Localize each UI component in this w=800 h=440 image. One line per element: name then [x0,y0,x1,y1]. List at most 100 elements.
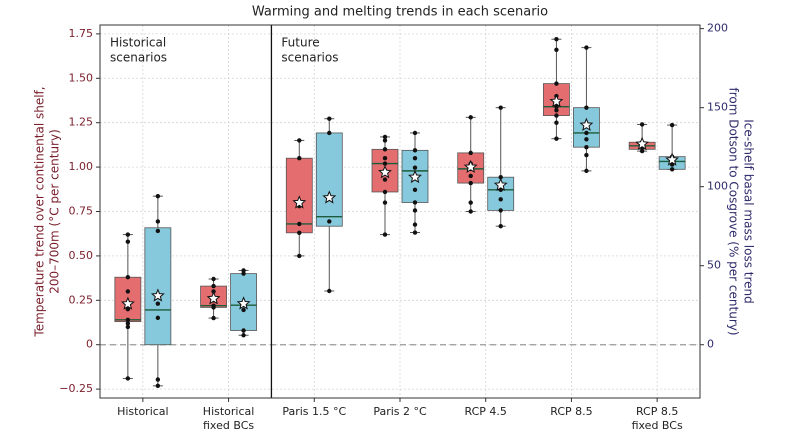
point [241,328,246,333]
y2-tick-label: 100 [707,180,728,193]
point [584,137,589,142]
plot-frame [99,24,701,399]
mean [206,291,221,305]
y2-tick-label: 150 [707,101,728,114]
point [412,187,418,193]
point [382,156,388,161]
point [241,271,246,276]
point [412,148,418,153]
point [382,200,388,205]
point [554,120,559,125]
point [584,144,589,150]
point [554,47,559,53]
point [498,197,503,202]
y2-tick-label: 200 [707,22,728,35]
y2-tick-label: 50 [707,259,721,272]
point [155,383,161,389]
point [297,221,302,227]
point [297,138,302,143]
point [412,222,418,227]
x-tick-label: Historical [117,405,169,418]
chart-title: Warming and melting trends in each scena… [252,5,548,20]
point [241,333,246,338]
point [327,288,332,294]
point [125,324,131,330]
point [211,315,216,321]
point [382,147,388,152]
point [468,200,473,205]
point [297,230,302,236]
y-axis-label-line: Temperature trend over continental shelf… [33,86,47,337]
mean [150,288,165,302]
point [468,209,473,214]
point [382,177,388,182]
mean [493,177,508,192]
mean [408,169,422,184]
point [125,376,131,381]
point [554,136,559,141]
point [584,105,589,110]
point [327,116,332,121]
y-tick-label: 0.50 [69,249,94,262]
point [211,303,216,308]
point [125,306,131,312]
point [639,122,645,127]
point [327,219,332,224]
point [498,208,503,213]
mean [120,296,135,310]
box [315,132,343,227]
point [412,200,418,205]
point [468,173,473,179]
y-tick-label: 1.75 [69,27,94,40]
point [125,289,131,294]
y-tick-label: 1.50 [69,71,94,84]
point [554,104,559,109]
point [297,156,302,161]
point [155,315,161,321]
x-tick-label: Historical [203,405,255,418]
y2-axis-label-line: Ice-shelf basal mass loss trend [742,119,756,304]
point [584,130,589,136]
x-tick-label: RCP 8.5 [550,405,592,418]
point [327,130,332,136]
y-tick-label: 0.75 [69,205,94,218]
point [554,113,559,118]
y-tick-label: 1.00 [69,160,94,173]
point [498,105,503,110]
point [468,115,473,120]
mean [665,152,680,166]
point [382,138,388,143]
point [155,219,161,224]
annotation: scenarios [110,51,167,65]
annotation: Future [281,36,319,50]
point [412,230,418,235]
point [498,175,503,180]
point [554,108,559,113]
point [669,122,675,128]
point [155,193,161,199]
y2-tick-label: 0 [707,338,714,351]
point [669,167,675,172]
y-tick-label: 0.25 [69,293,94,306]
y-tick-label: −0.25 [59,382,93,395]
y-axis-label: Temperature trend over continental shelf… [33,86,62,337]
y-axis-label-line: 200–700m (°C per century) [48,129,62,294]
point [584,45,589,50]
point [468,180,473,186]
annotation: Historical [110,36,166,50]
point [125,321,131,326]
point [412,165,418,170]
mean [463,159,478,173]
mean [579,117,594,131]
point [297,253,302,259]
box [144,227,172,346]
point [468,150,473,156]
annotation: scenarios [281,51,338,65]
point [382,134,388,140]
x-tick-label: fixed BCs [632,419,683,432]
point [125,239,131,244]
point [382,161,388,166]
y-tick-label: 0 [86,338,93,351]
point [155,377,161,382]
